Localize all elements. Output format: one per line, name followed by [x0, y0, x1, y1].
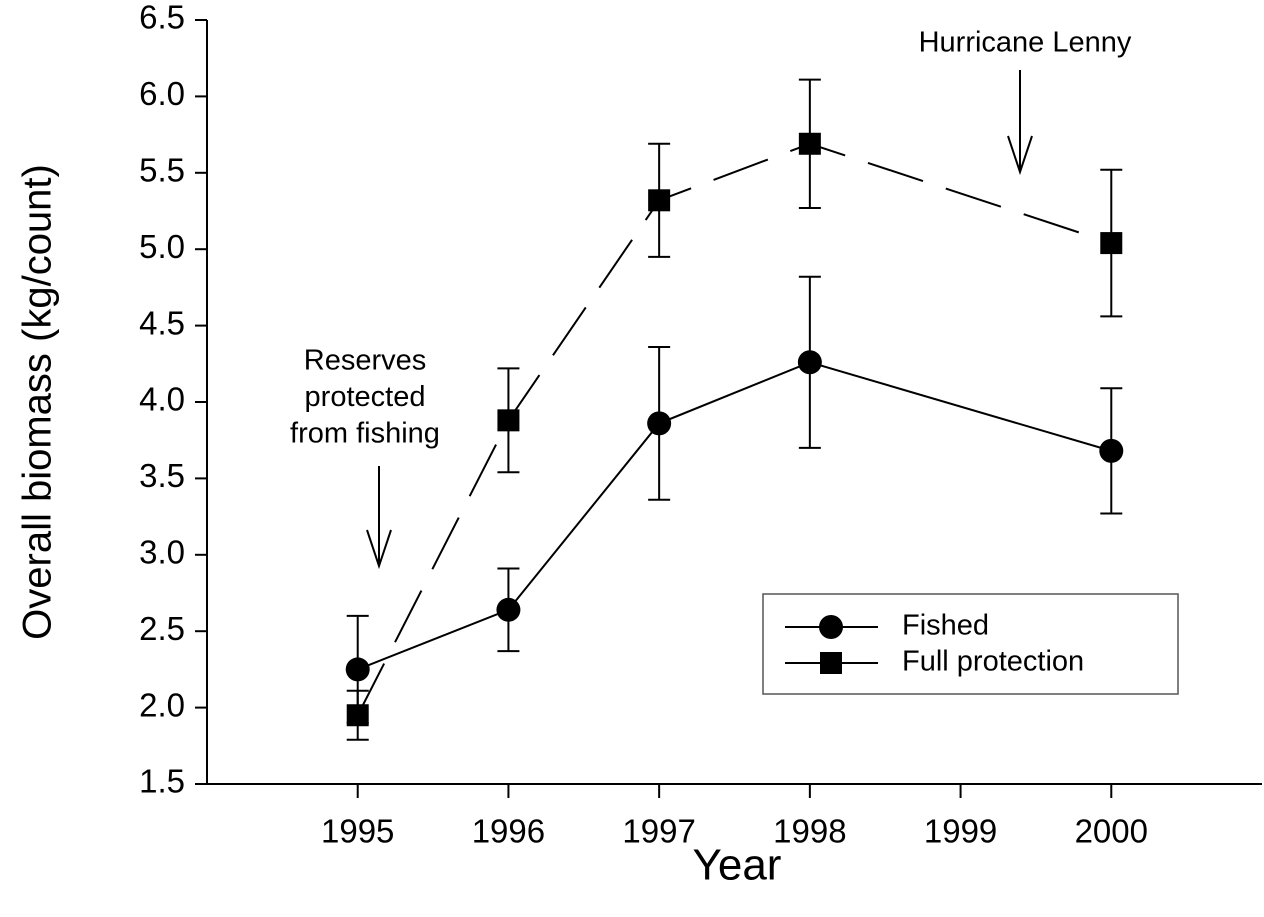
marker: [819, 615, 843, 639]
y-tick-label: 2.0: [139, 686, 185, 723]
y-tick-label: 6.0: [139, 75, 185, 112]
legend-label: Full protection: [902, 646, 1084, 678]
y-tick-label: 5.0: [139, 228, 185, 265]
marker: [345, 657, 370, 682]
x-tick-label: 2000: [1075, 813, 1148, 850]
marker: [797, 350, 822, 375]
x-axis-label: Year: [693, 841, 782, 890]
x-tick-label: 1997: [622, 813, 695, 850]
annotation: Reserves: [304, 345, 427, 377]
annotation: protected: [305, 381, 426, 413]
marker: [647, 411, 672, 436]
annotation: Hurricane Lenny: [919, 27, 1132, 59]
y-tick-label: 6.5: [139, 0, 185, 36]
marker: [1100, 232, 1123, 255]
x-tick-label: 1995: [321, 813, 394, 850]
y-tick-label: 3.0: [139, 534, 185, 571]
y-tick-label: 4.0: [139, 381, 185, 418]
y-tick-label: 1.5: [139, 763, 185, 800]
legend-label: Fished: [902, 610, 989, 642]
x-tick-label: 1996: [472, 813, 545, 850]
marker: [798, 132, 821, 155]
marker: [497, 409, 520, 432]
marker: [648, 189, 671, 212]
y-axis-label: Overall biomass (kg/count): [16, 164, 60, 640]
marker: [496, 597, 521, 622]
reserves-arrow: [366, 466, 392, 570]
y-tick-label: 3.5: [139, 457, 185, 494]
annotation: from fishing: [290, 418, 440, 450]
marker: [820, 652, 842, 674]
marker: [346, 704, 369, 727]
hurricane-arrow: [1007, 70, 1033, 176]
marker: [1099, 438, 1124, 463]
y-tick-label: 5.5: [139, 152, 185, 189]
y-tick-label: 4.5: [139, 304, 185, 341]
x-tick-label: 1998: [773, 813, 846, 850]
y-tick-label: 2.5: [139, 610, 185, 647]
x-tick-label: 1999: [924, 813, 997, 850]
legend-box: [762, 593, 1179, 695]
